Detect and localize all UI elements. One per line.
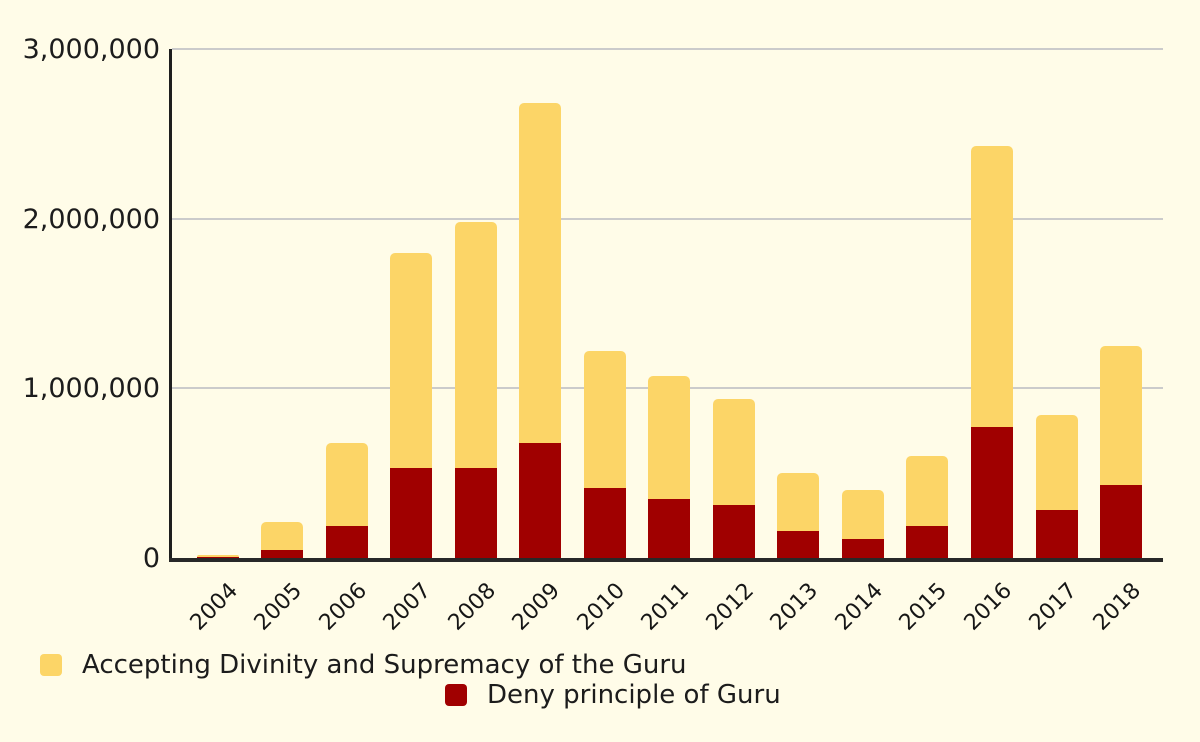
bar-2012-accepting-segment[interactable] bbox=[712, 398, 755, 506]
bar-2017-accepting-segment[interactable] bbox=[1035, 415, 1078, 511]
legend-swatch-deny bbox=[445, 684, 467, 706]
y-axis-line bbox=[169, 49, 172, 562]
bar-2017-deny-segment[interactable] bbox=[1035, 510, 1078, 558]
legend-item-accepting: Accepting Divinity and Supremacy of the … bbox=[40, 651, 687, 679]
bar-2016-accepting-segment[interactable] bbox=[970, 145, 1013, 428]
x-axis-line bbox=[169, 558, 1163, 562]
bar-2013-accepting-segment[interactable] bbox=[777, 473, 820, 531]
y-axis-tick-label: 2,000,000 bbox=[22, 203, 160, 235]
bar-2014-deny-segment[interactable] bbox=[841, 539, 884, 558]
gridline bbox=[172, 48, 1163, 50]
y-axis-tick-label: 0 bbox=[142, 543, 160, 574]
bar-2018-deny-segment[interactable] bbox=[1100, 485, 1143, 558]
bar-2013-deny-segment[interactable] bbox=[777, 530, 820, 558]
legend-swatch-accepting bbox=[40, 654, 62, 676]
bar-2005-deny-segment[interactable] bbox=[261, 549, 304, 558]
bar-2007-deny-segment[interactable] bbox=[390, 468, 433, 558]
legend-label-deny: Deny principle of Guru bbox=[487, 680, 781, 710]
bar-2015-deny-segment[interactable] bbox=[906, 525, 949, 558]
bar-2018-accepting-segment[interactable] bbox=[1100, 345, 1143, 486]
legend-item-deny: Deny principle of Guru bbox=[445, 681, 781, 709]
legend-label-accepting: Accepting Divinity and Supremacy of the … bbox=[82, 650, 687, 680]
bar-2010-deny-segment[interactable] bbox=[583, 488, 626, 558]
y-axis-tick-label: 3,000,000 bbox=[22, 34, 160, 65]
bar-2004-deny-segment[interactable] bbox=[196, 557, 239, 558]
bar-2007-accepting-segment[interactable] bbox=[390, 252, 433, 469]
x-axis-tick-label: 2016 bbox=[959, 578, 1017, 636]
bar-2004-accepting-segment[interactable] bbox=[196, 554, 239, 558]
bar-2009-accepting-segment[interactable] bbox=[519, 103, 562, 443]
bar-2006-deny-segment[interactable] bbox=[325, 525, 368, 558]
bar-2006-accepting-segment[interactable] bbox=[325, 442, 368, 526]
bar-2010-accepting-segment[interactable] bbox=[583, 351, 626, 489]
bar-2005-accepting-segment[interactable] bbox=[261, 522, 304, 550]
bar-2008-accepting-segment[interactable] bbox=[454, 222, 497, 469]
bar-2011-deny-segment[interactable] bbox=[648, 498, 691, 558]
bar-2009-deny-segment[interactable] bbox=[519, 442, 562, 558]
bar-2016-deny-segment[interactable] bbox=[970, 427, 1013, 558]
bar-2012-deny-segment[interactable] bbox=[712, 505, 755, 558]
bar-2011-accepting-segment[interactable] bbox=[648, 376, 691, 499]
bar-2008-deny-segment[interactable] bbox=[454, 468, 497, 558]
bar-2014-accepting-segment[interactable] bbox=[841, 490, 884, 540]
bar-2015-accepting-segment[interactable] bbox=[906, 456, 949, 526]
y-axis-tick-label: 1,000,000 bbox=[22, 373, 160, 405]
gridline bbox=[172, 217, 1163, 220]
